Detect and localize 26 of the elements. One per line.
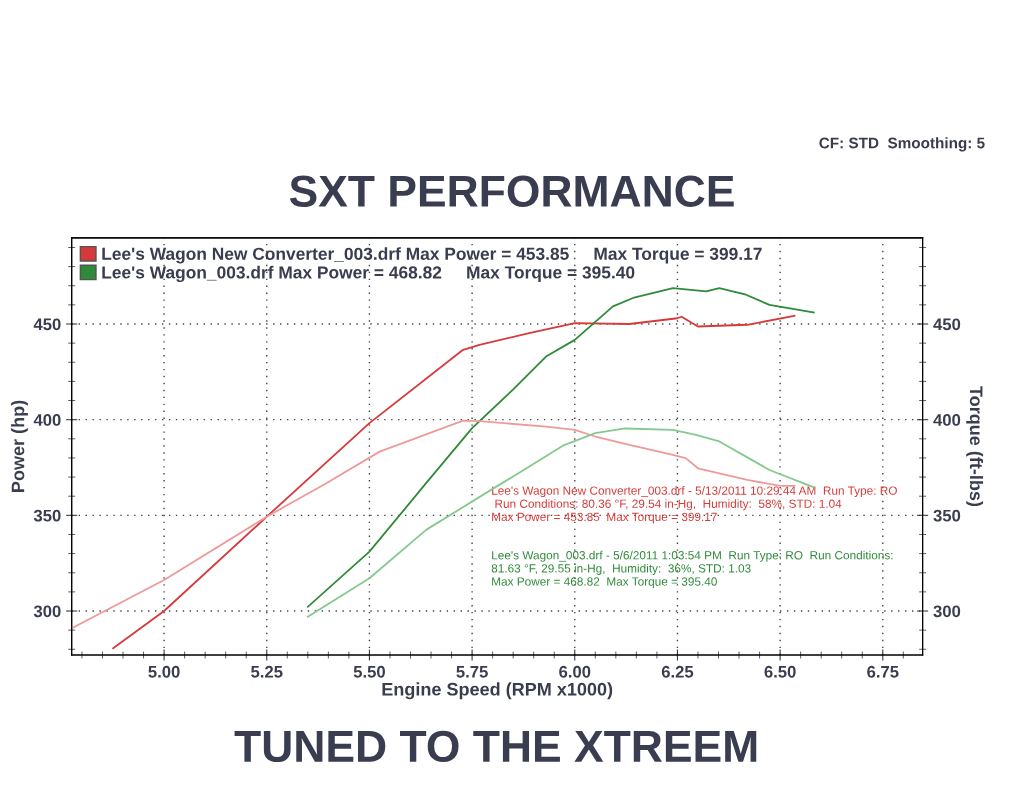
x-tick-label: 6.75 [867,665,899,678]
y2-tick-label: 350 [933,509,961,522]
x-tick-label: 6.00 [559,665,591,678]
y2-tick-label: 450 [933,318,961,331]
x-tick-label: 5.50 [353,665,385,678]
x-tick-label: 5.00 [148,665,180,678]
y-tick-label: 450 [33,318,61,331]
x-axis-title: Engine Speed (RPM x1000) [382,682,613,700]
legend-label: Lee's Wagon_003.drf Max Power = 468.82 Max Torque = 395.40 [102,265,635,283]
x-tick-label: 5.75 [456,666,488,678]
y2-axis-title: Torque (ft-lbs) [966,386,984,507]
annotation: Lee's Wagon_003.drf - 5/6/2011 1:03:54 PM Run Type: RO Run Conditions: 81.63 °F, 29.55 in-Hg, Humidity: 36%, STD: 1.03 Max Power = 468.82 Max Torque = 395.40 [491,550,893,589]
x-tick-label: 6.50 [764,665,796,678]
y2-tick-label: 300 [933,605,961,618]
legend-label: Lee's Wagon New Converter_003.drf Max Power = 453.85 Max Torque = 399.17 [102,247,762,264]
y-tick-label: 350 [33,509,61,522]
y2-tick-label: 400 [933,414,961,426]
y-axis-title: Power (hp) [11,400,28,492]
x-tick-label: 6.25 [661,665,694,678]
text: CF: STD Smoothing: 5 [819,137,985,152]
chart-title: SXT PERFORMANCE [289,175,734,208]
y-tick-label: 300 [33,605,61,618]
annotation: Lee's Wagon New Converter_003.drf - 5/13/2011 10:29:44 AM Run Type: RO Run Conditions: 80.36 °F, 29.54 in-Hg, Humidity: 58%, STD: 1.04 Max Power = 453.85 Max Torque = 399.17 [492,486,897,524]
x-tick-label: 5.25 [251,665,283,678]
y-tick-label: 400 [33,414,61,426]
text: TUNED TO THE XTREEM [234,730,757,763]
